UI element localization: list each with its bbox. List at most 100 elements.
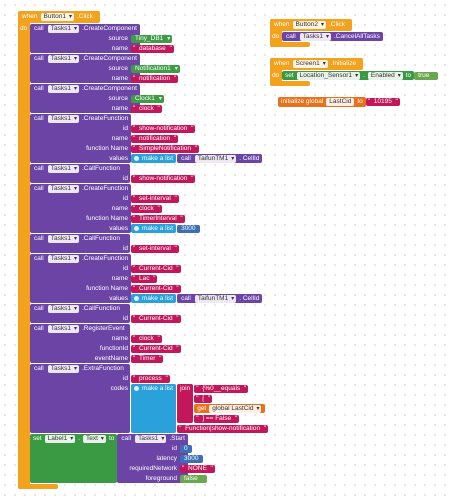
component-field: Tasks1: [47, 255, 79, 263]
param-label: id: [122, 125, 128, 132]
call-block: [30, 184, 132, 233]
do-label: do: [272, 33, 280, 40]
component-field: Tasks1: [47, 85, 79, 93]
call-label: call: [34, 25, 44, 32]
component-block: Tiny_DB1: [131, 35, 173, 43]
text-block: ] == False: [194, 415, 240, 423]
component-field: Tasks1: [47, 325, 79, 333]
set-label: set: [285, 72, 294, 79]
method-label: .CallFunction: [82, 305, 120, 312]
component-field: Button2: [292, 21, 326, 29]
event-label: .Initialize: [330, 60, 357, 67]
text-block: Current-Cid: [131, 315, 181, 323]
text-block: [: [194, 395, 213, 403]
component-field: Tasks1: [299, 33, 331, 41]
text-block: notification: [131, 75, 179, 83]
dot-label: .: [78, 435, 81, 442]
text-block: set-interval: [131, 195, 179, 203]
event-foot: [270, 42, 310, 47]
param-label: codes: [110, 385, 128, 392]
event-spine: [270, 19, 282, 47]
event-label: .Click: [328, 21, 345, 28]
component-field: Tasks1: [135, 435, 167, 443]
component-field: Tasks1: [47, 55, 79, 63]
component-field: Tasks1: [47, 115, 79, 123]
component-block: Clock1: [131, 95, 164, 103]
param-label: values: [109, 155, 128, 162]
call-block: [30, 254, 132, 303]
list-block: [131, 154, 177, 163]
boolean-block: false: [180, 475, 207, 483]
number-block: 0: [180, 445, 192, 453]
boolean-block: true: [414, 72, 439, 80]
text-block: clock: [131, 105, 162, 113]
global-block: [278, 97, 366, 107]
param-label: name: [111, 135, 128, 142]
name-field: LastCid: [326, 98, 355, 106]
component-field: Tasks1: [47, 165, 79, 173]
param-label: foreground: [145, 475, 178, 482]
event-label: .Click: [76, 13, 93, 20]
param-label: eventName: [94, 355, 128, 362]
event-foot: [270, 81, 310, 86]
method-label: .ExtraFunction: [82, 365, 124, 372]
when-label: when: [22, 13, 38, 20]
call-label: call: [34, 55, 44, 62]
call-block: [30, 364, 130, 433]
do-label: do: [20, 25, 28, 32]
text-block: Timer: [131, 355, 164, 363]
call-label: call: [34, 115, 44, 122]
call-label: call: [181, 295, 191, 302]
method-label: .CreateComponent: [82, 25, 137, 32]
list-block: [131, 294, 177, 303]
list-label: make a list: [142, 155, 174, 162]
call-label: call: [181, 155, 191, 162]
component-field: Tasks1: [47, 305, 79, 313]
param-label: values: [109, 295, 128, 302]
param-label: id: [122, 375, 128, 382]
param-label: name: [111, 275, 128, 282]
get-label: get: [197, 405, 207, 412]
text-block: NONE: [180, 465, 215, 473]
method-label: .CreateComponent: [82, 85, 137, 92]
component-field: TaifunTM1: [194, 155, 237, 163]
param-label: name: [111, 335, 128, 342]
text-block: database: [131, 45, 174, 53]
method-label: .Start: [169, 435, 185, 442]
component-field: Screen1: [292, 60, 328, 68]
event-spine: [270, 58, 282, 86]
component-field: Location_Sensor1: [296, 72, 361, 80]
call-label: call: [34, 185, 44, 192]
component-field: Tasks1: [47, 25, 79, 33]
param-label: id: [122, 265, 128, 272]
text-block: clock: [131, 205, 162, 213]
method-label: .CallFunction: [82, 235, 120, 242]
text-block: Current-Cid: [131, 265, 181, 273]
text-block: TimerInterval: [131, 215, 185, 223]
text-block: show-notification: [131, 175, 196, 183]
to-label: to: [405, 72, 412, 79]
method-label: . CellId: [239, 295, 260, 302]
call-label: call: [34, 365, 44, 372]
method-label: . CellId: [239, 155, 260, 162]
list-block: [131, 384, 177, 433]
set-label: set: [33, 435, 42, 442]
list-label: make a list: [142, 225, 174, 232]
call-block: [282, 32, 383, 41]
property-field: Enabled: [367, 72, 403, 80]
property-field: Text: [83, 435, 106, 443]
join-block: [177, 384, 194, 423]
component-field: Tasks1: [47, 365, 79, 373]
text-block: SimpleNotification: [131, 145, 200, 153]
gear-icon: [134, 386, 139, 391]
text-block: Function|show-notification: [177, 425, 269, 433]
component-field: Label1: [44, 435, 76, 443]
join-label: join: [180, 385, 191, 392]
call-label: call: [34, 165, 44, 172]
call-label: call: [286, 33, 296, 40]
list-label: make a list: [142, 385, 174, 392]
component-field: Tasks1: [47, 185, 79, 193]
text-block: Current-Cid: [131, 345, 181, 353]
text-block: set-interval: [131, 245, 179, 253]
